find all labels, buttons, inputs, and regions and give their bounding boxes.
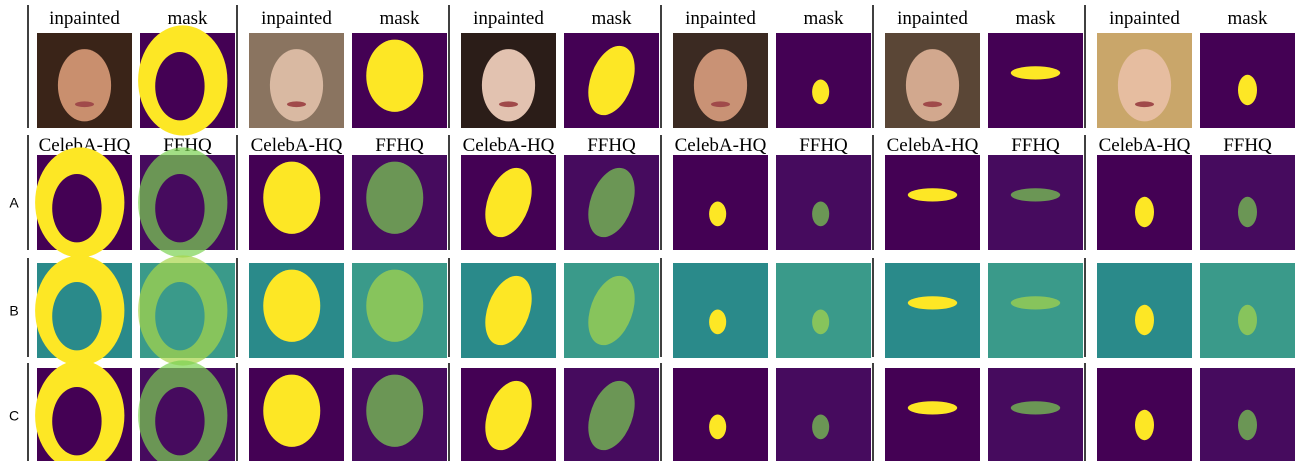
column-header: CelebA-HQ <box>463 135 555 156</box>
column-header: inpainted <box>261 8 332 29</box>
face <box>482 49 535 121</box>
mask-hole <box>52 282 101 350</box>
mask-region <box>263 375 320 447</box>
column-header: CelebA-HQ <box>887 135 979 156</box>
column-header: mask <box>379 8 420 29</box>
mask-hole <box>52 387 101 455</box>
column-header: CelebA-HQ <box>251 135 343 156</box>
mask-region <box>812 202 829 227</box>
mask-region <box>908 188 957 201</box>
mask-region <box>366 375 423 447</box>
mask-region <box>263 270 320 342</box>
mask-region <box>366 270 423 342</box>
mask-region <box>1238 305 1257 335</box>
face <box>1118 49 1171 121</box>
column-header: mask <box>803 8 844 29</box>
mask-hole <box>155 174 204 242</box>
mask-hole <box>155 282 204 350</box>
mask-region <box>812 80 829 105</box>
row-label: B <box>9 303 18 319</box>
mouth <box>75 101 94 107</box>
column-header: FFHQ <box>587 135 636 156</box>
column-header: CelebA-HQ <box>675 135 767 156</box>
column-header: inpainted <box>897 8 968 29</box>
face <box>58 49 111 121</box>
column-header: mask <box>1227 8 1268 29</box>
column-header: inpainted <box>49 8 120 29</box>
mask-region <box>1011 66 1060 79</box>
mask-region <box>812 415 829 440</box>
mask-image <box>988 263 1083 358</box>
column-header: mask <box>1015 8 1056 29</box>
mask-image <box>885 263 980 358</box>
column-header: inpainted <box>685 8 756 29</box>
mask-region <box>709 415 726 440</box>
mask-region <box>709 310 726 335</box>
mask-region <box>1238 410 1257 440</box>
mask-hole <box>155 387 204 455</box>
mask-region <box>908 296 957 309</box>
column-header: mask <box>591 8 632 29</box>
mask-region <box>1238 197 1257 227</box>
mouth <box>711 101 730 107</box>
mask-region <box>1238 75 1257 105</box>
row-label: A <box>9 195 19 211</box>
mouth <box>499 101 518 107</box>
column-header: inpainted <box>1109 8 1180 29</box>
column-header: CelebA-HQ <box>1099 135 1191 156</box>
face <box>694 49 747 121</box>
mask-image <box>988 155 1083 250</box>
mask-region <box>908 401 957 414</box>
mask-region <box>1011 188 1060 201</box>
row-label: C <box>9 408 19 424</box>
mask-image <box>988 33 1083 128</box>
figure: inpainted CelebA-HQ mask FFHQ inpainted Celeb… <box>0 0 1301 461</box>
mask-region <box>1135 410 1154 440</box>
column-header: FFHQ <box>1011 135 1060 156</box>
mask-image <box>673 368 768 461</box>
mask-image <box>885 155 980 250</box>
mask-region <box>263 162 320 234</box>
mask-region <box>1011 296 1060 309</box>
mouth <box>1135 101 1154 107</box>
mask-hole <box>52 174 101 242</box>
mask-region <box>812 310 829 335</box>
mouth <box>923 101 942 107</box>
face <box>906 49 959 121</box>
column-header: inpainted <box>473 8 544 29</box>
face <box>270 49 323 121</box>
mask-region <box>1135 197 1154 227</box>
column-header: FFHQ <box>799 135 848 156</box>
mask-image <box>776 368 871 461</box>
column-header: FFHQ <box>375 135 424 156</box>
mask-region <box>709 202 726 227</box>
mask-region <box>1135 305 1154 335</box>
mask-region <box>366 40 423 112</box>
column-header: FFHQ <box>1223 135 1272 156</box>
mask-hole <box>155 52 204 120</box>
mask-region <box>1011 401 1060 414</box>
mask-region <box>366 162 423 234</box>
mouth <box>287 101 306 107</box>
